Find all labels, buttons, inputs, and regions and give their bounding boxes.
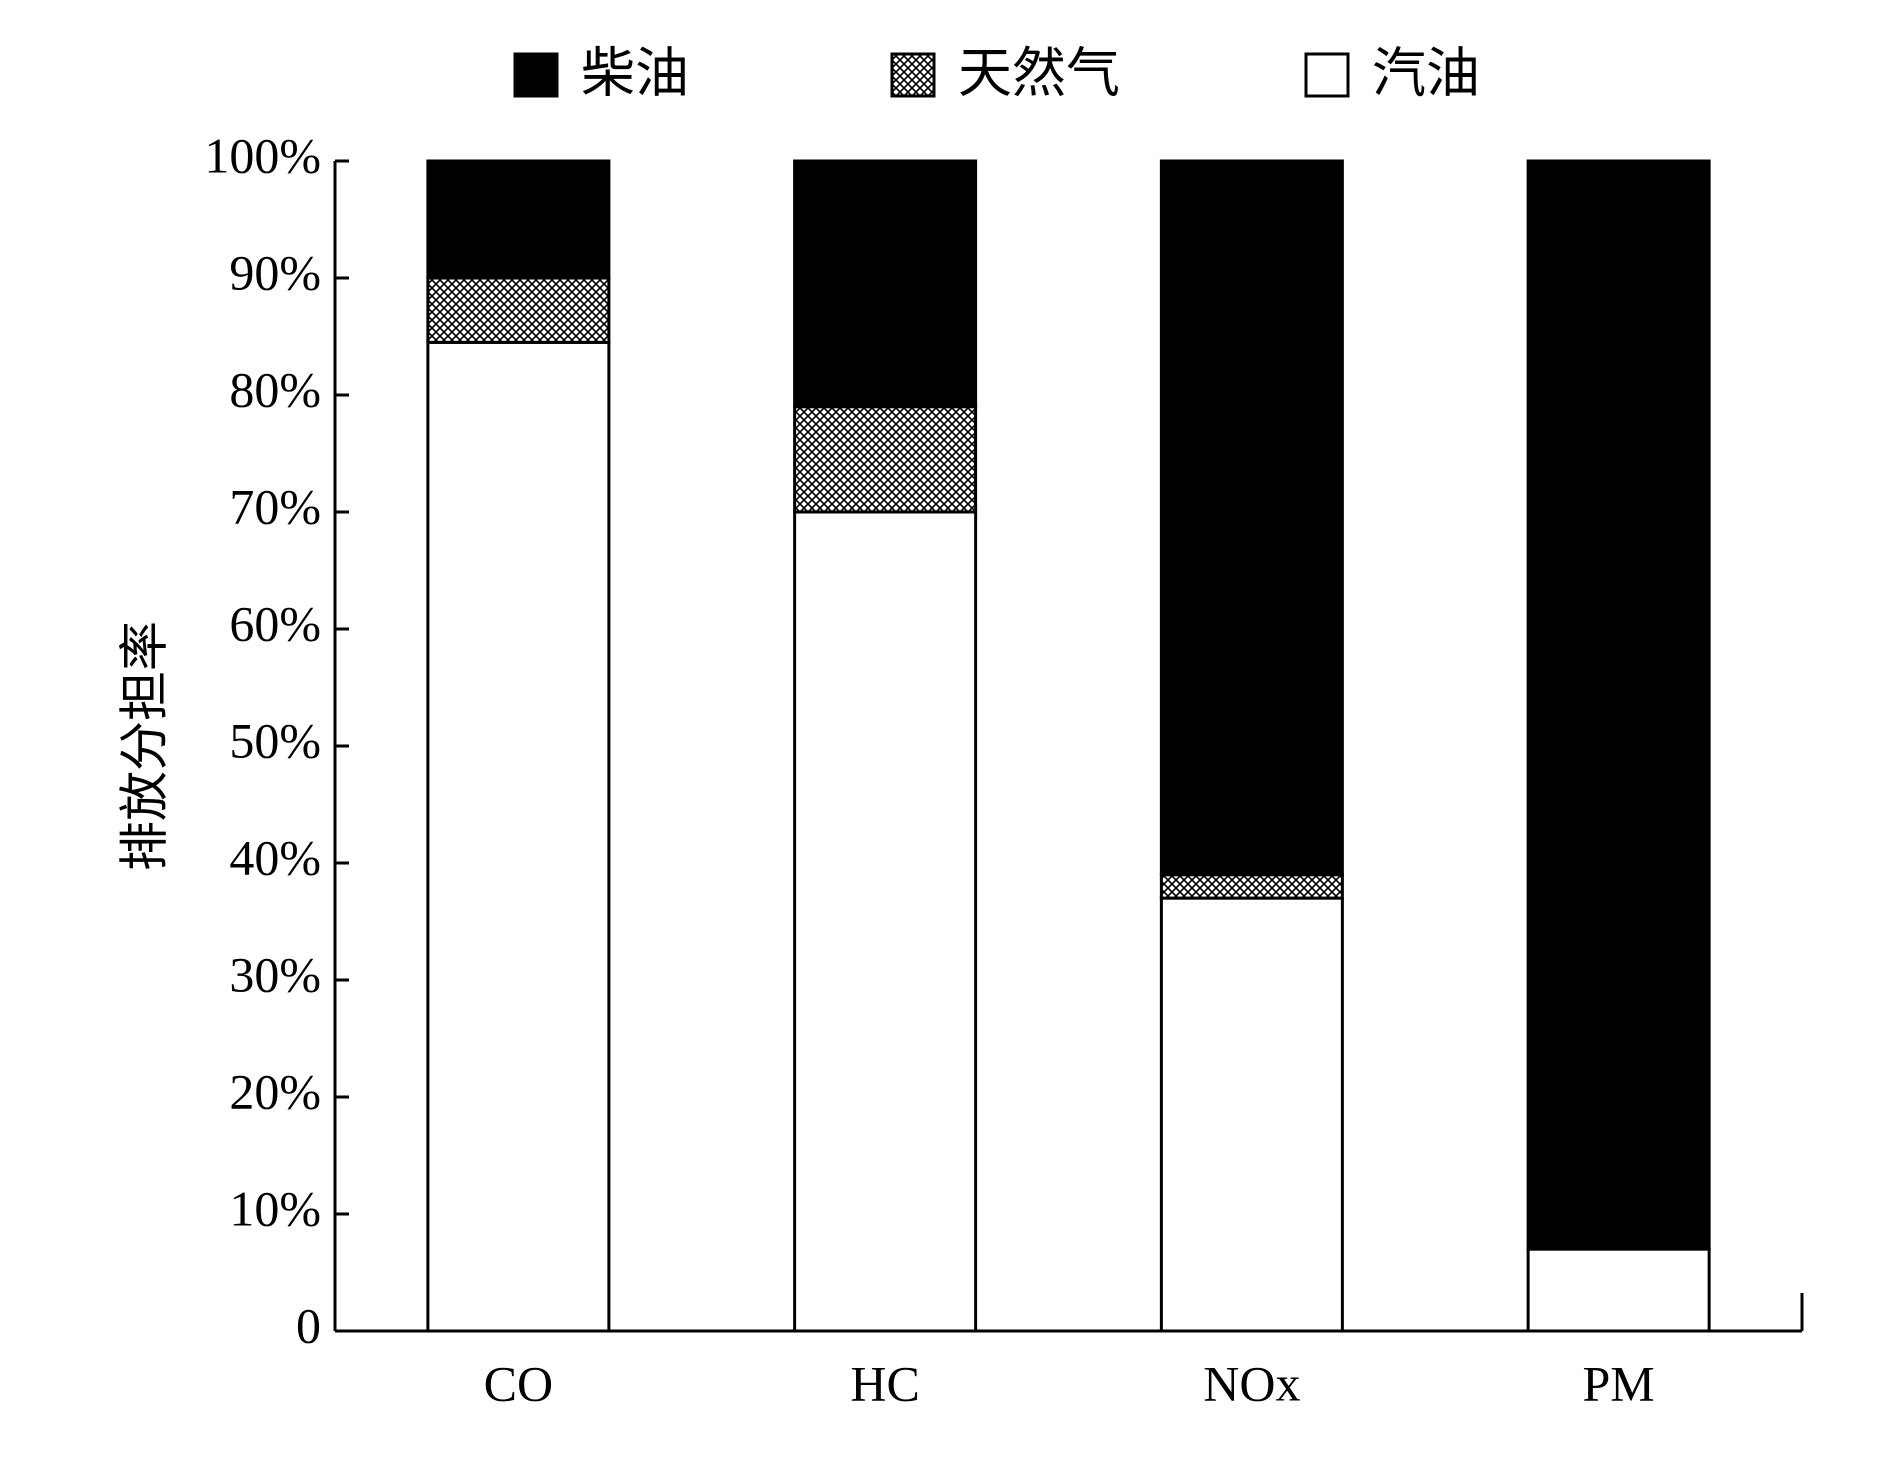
legend-label: 柴油 [581, 42, 689, 105]
bar-segment [1159, 159, 1344, 877]
x-tick-label: PM [1582, 1355, 1654, 1411]
y-axis-label: 排放分担率 [116, 621, 172, 871]
bar-segment [1159, 873, 1344, 900]
legend-swatch [890, 52, 936, 98]
x-tick-label: CO [484, 1355, 553, 1411]
bar-segment [426, 276, 611, 344]
x-tick-label: NOx [1203, 1355, 1300, 1411]
bar-segment [793, 159, 978, 409]
bar-segment [426, 159, 611, 280]
y-tick-label: 40% [229, 829, 321, 885]
bar-segment [793, 405, 978, 514]
y-tick-label: 70% [229, 478, 321, 534]
y-tick-label: 0 [296, 1297, 321, 1353]
bar-segment [1526, 159, 1711, 1251]
bar-segment [1526, 1247, 1711, 1333]
y-tick-label: 80% [229, 361, 321, 417]
y-tick-label: 60% [229, 595, 321, 651]
legend-label: 汽油 [1372, 42, 1480, 105]
y-tick-label: 100% [204, 127, 321, 183]
legend-swatch [1304, 52, 1350, 98]
bar-segment [793, 510, 978, 1333]
y-tick-label: 90% [229, 244, 321, 300]
y-tick-label: 30% [229, 946, 321, 1002]
bar-segment [1159, 896, 1344, 1333]
x-tick-label: HC [850, 1355, 919, 1411]
y-tick-label: 20% [229, 1063, 321, 1119]
y-tick-label: 50% [229, 712, 321, 768]
legend-swatch [513, 52, 559, 98]
bar-segment [426, 340, 611, 1333]
y-tick-label: 10% [229, 1180, 321, 1236]
legend-label: 天然气 [958, 42, 1120, 105]
